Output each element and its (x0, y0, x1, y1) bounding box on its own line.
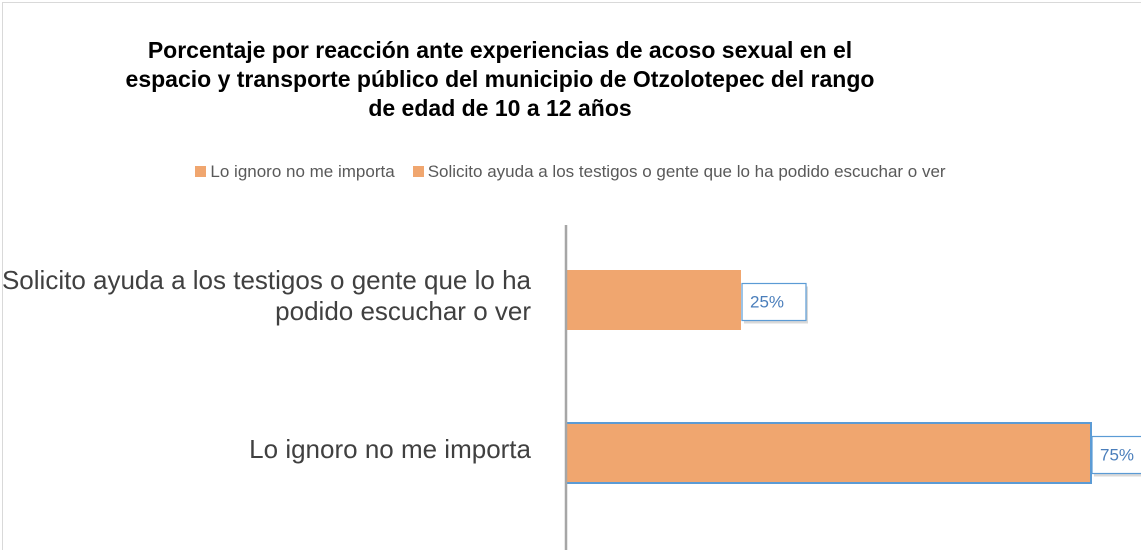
legend-swatch (195, 166, 207, 177)
y-tick-label: Lo ignoro no me importa (249, 433, 531, 464)
bar (566, 270, 741, 330)
data-label-box (1091, 435, 1141, 475)
data-label: 25% (750, 292, 784, 311)
legend-label: Solicito ayuda a los testigos o gente qu… (427, 162, 946, 181)
legend-swatch (412, 166, 424, 177)
data-label-box (741, 282, 807, 322)
legend-label: Lo ignoro no me importa (210, 162, 395, 181)
bar (565, 422, 1092, 484)
legend-item: Lo ignoro no me importa (195, 162, 395, 182)
legend-item: Solicito ayuda a los testigos o gente qu… (412, 162, 946, 182)
chart-title: Porcentaje por reacción ante experiencia… (125, 37, 875, 121)
legend: Lo ignoro no me importa Solicito ayuda a … (0, 162, 1141, 182)
y-tick-label: Solicito ayuda a los testigos o gente qu… (1, 265, 531, 326)
data-label: 75% (1100, 445, 1134, 464)
